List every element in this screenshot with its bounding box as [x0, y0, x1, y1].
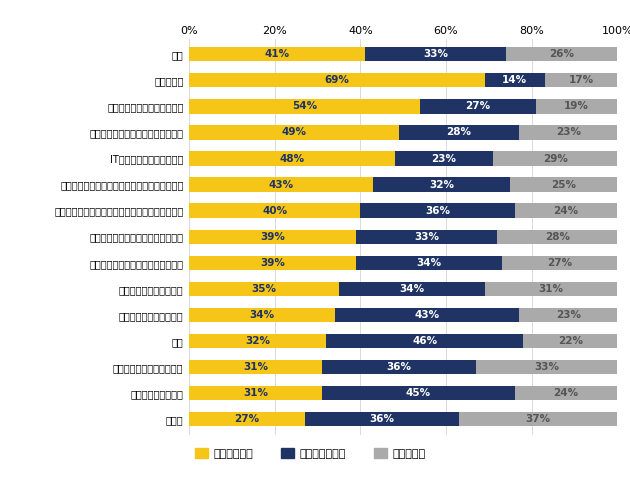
Bar — [493, 151, 617, 166]
Bar — [189, 282, 339, 296]
Text: 48%: 48% — [279, 154, 304, 164]
Text: 27%: 27% — [547, 258, 572, 268]
Text: 27%: 27% — [234, 414, 260, 424]
Bar — [322, 386, 515, 400]
Text: 25%: 25% — [551, 180, 576, 189]
Bar — [484, 282, 617, 296]
Text: 37%: 37% — [525, 414, 551, 424]
Bar — [515, 203, 617, 218]
Bar — [189, 125, 399, 140]
Bar — [189, 412, 305, 426]
Legend: 実施している, 実施していない, わからない: 実施している, 実施していない, わからない — [195, 448, 426, 459]
Text: 32%: 32% — [245, 336, 270, 346]
Text: 28%: 28% — [447, 128, 471, 138]
Bar — [519, 308, 617, 322]
Bar — [515, 386, 617, 400]
Text: 31%: 31% — [243, 362, 268, 372]
Bar — [510, 177, 617, 192]
Text: 34%: 34% — [249, 310, 275, 320]
Bar — [459, 412, 617, 426]
Text: 40%: 40% — [262, 206, 287, 215]
Text: 28%: 28% — [545, 232, 570, 242]
Bar — [356, 229, 498, 244]
Bar — [484, 73, 544, 87]
Text: 33%: 33% — [423, 49, 448, 59]
Bar — [189, 229, 356, 244]
Text: 43%: 43% — [268, 180, 294, 189]
Text: 24%: 24% — [553, 206, 578, 215]
Bar — [506, 47, 617, 61]
Text: 33%: 33% — [415, 232, 439, 242]
Text: 45%: 45% — [406, 388, 431, 398]
Bar — [394, 151, 493, 166]
Bar — [189, 151, 394, 166]
Bar — [189, 334, 326, 348]
Text: 41%: 41% — [264, 49, 289, 59]
Bar — [519, 125, 617, 140]
Bar — [189, 47, 365, 61]
Text: 14%: 14% — [502, 75, 527, 85]
Text: 23%: 23% — [556, 310, 581, 320]
Text: 26%: 26% — [549, 49, 574, 59]
Bar — [501, 256, 617, 270]
Bar — [498, 229, 617, 244]
Text: 54%: 54% — [292, 101, 318, 112]
Text: 43%: 43% — [414, 310, 439, 320]
Text: 31%: 31% — [243, 388, 268, 398]
Text: 69%: 69% — [324, 75, 349, 85]
Bar — [360, 203, 515, 218]
Text: 36%: 36% — [425, 206, 450, 215]
Text: 24%: 24% — [553, 388, 578, 398]
Bar — [373, 177, 510, 192]
Bar — [523, 334, 617, 348]
Bar — [365, 47, 506, 61]
Bar — [189, 177, 373, 192]
Text: 36%: 36% — [386, 362, 411, 372]
Bar — [189, 203, 360, 218]
Bar — [189, 99, 420, 114]
Text: 17%: 17% — [568, 75, 593, 85]
Text: 39%: 39% — [260, 258, 285, 268]
Bar — [399, 125, 519, 140]
Bar — [339, 282, 484, 296]
Bar — [356, 256, 501, 270]
Text: 29%: 29% — [543, 154, 568, 164]
Text: 23%: 23% — [432, 154, 456, 164]
Text: 19%: 19% — [564, 101, 589, 112]
Bar — [189, 386, 322, 400]
Text: 22%: 22% — [558, 336, 583, 346]
Bar — [544, 73, 617, 87]
Text: 33%: 33% — [534, 362, 559, 372]
Bar — [189, 256, 356, 270]
Text: 35%: 35% — [251, 284, 277, 294]
Text: 31%: 31% — [539, 284, 563, 294]
Bar — [326, 334, 523, 348]
Text: 34%: 34% — [399, 284, 425, 294]
Text: 32%: 32% — [429, 180, 454, 189]
Bar — [305, 412, 459, 426]
Text: 49%: 49% — [282, 128, 306, 138]
Bar — [189, 308, 335, 322]
Text: 36%: 36% — [369, 414, 394, 424]
Bar — [476, 360, 617, 374]
Bar — [189, 73, 484, 87]
Text: 23%: 23% — [556, 128, 581, 138]
Text: 34%: 34% — [416, 258, 442, 268]
Text: 27%: 27% — [466, 101, 491, 112]
Text: 39%: 39% — [260, 232, 285, 242]
Text: 46%: 46% — [412, 336, 437, 346]
Bar — [335, 308, 519, 322]
Bar — [536, 99, 617, 114]
Bar — [189, 360, 322, 374]
Bar — [420, 99, 536, 114]
Bar — [322, 360, 476, 374]
